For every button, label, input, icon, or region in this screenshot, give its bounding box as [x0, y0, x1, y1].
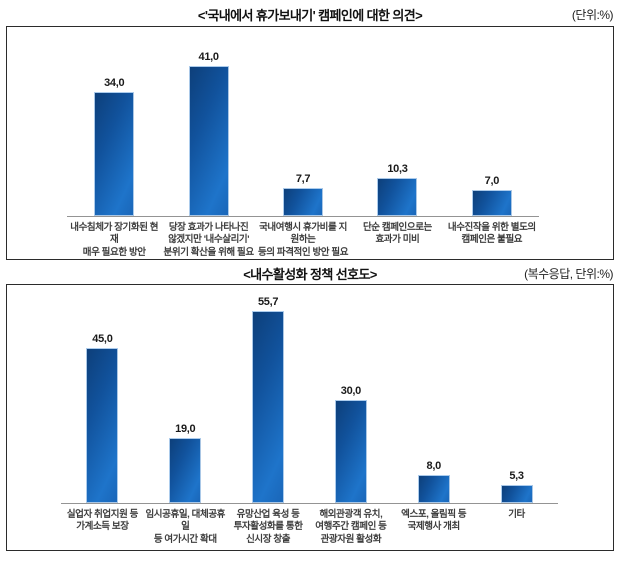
chart1-panel: 34,0 41,0 7,7 10,3 7,0 내수침체가 장기화된 현재 매우 필요한 방…: [6, 26, 614, 260]
bars-row: 34,0 41,0 7,7 10,3 7,0: [67, 27, 539, 217]
bar-value-label: 5,3: [509, 470, 524, 482]
bar-column: 45,0: [61, 334, 144, 503]
chart2-unit-note: (복수응답, 단위:%): [524, 267, 613, 281]
bar-column: 19,0: [144, 424, 227, 503]
bar: [417, 475, 450, 503]
bar-column: 10,3: [350, 164, 444, 216]
bar-column: 5,3: [475, 471, 558, 503]
bar: [188, 66, 229, 216]
bar-column: 41,0: [161, 52, 255, 216]
bar: [334, 400, 367, 503]
bar: [377, 178, 418, 216]
bar-value-label: 8,0: [426, 460, 442, 472]
chart2-panel: 45,0 19,0 55,7 30,0 8,0 5,3 실업자 취업지원 등 가계소득 보장…: [6, 284, 614, 551]
labels-row: 실업자 취업지원 등 가계소득 보장 임시공휴일, 대체공휴일 등 여가시간 확대 유망…: [61, 509, 558, 546]
bar: [283, 188, 324, 216]
bar-column: 8,0: [392, 461, 475, 503]
category-label: 기타: [508, 509, 525, 520]
bar-column: 34,0: [67, 78, 161, 216]
bar-value-label: 34,0: [104, 77, 125, 89]
chart1-title: <'국내에서 휴가보내기' 캠페인에 대한 의견>: [197, 8, 423, 23]
category-label: 실업자 취업지원 등 가계소득 보장: [66, 509, 139, 533]
category-label: 엑스포, 올림픽 등 국제행사 개최: [401, 509, 467, 533]
bar-column: 7,7: [256, 174, 350, 216]
bar: [169, 438, 202, 503]
bar: [86, 348, 119, 503]
bar-column: 7,0: [445, 176, 539, 216]
bar: [471, 190, 512, 216]
category-label: 내수침체가 장기화된 현재 매우 필요한 방안: [70, 222, 159, 258]
bar: [252, 311, 285, 503]
category-label: 국내여행시 휴가비를 지원하는 등의 파격적인 방안 필요: [257, 222, 349, 258]
bar-value-label: 45,0: [92, 333, 113, 345]
bars-row: 45,0 19,0 55,7 30,0 8,0 5,3: [61, 285, 558, 504]
bar: [94, 92, 135, 216]
chart1-header: <'국내에서 휴가보내기' 캠페인에 대한 의견> (단위:%): [0, 0, 620, 26]
labels-row: 내수침체가 장기화된 현재 매우 필요한 방안 당장 효과가 나타나진 않겠지만 '내…: [67, 222, 539, 259]
chart1-unit-note: (단위:%): [571, 8, 614, 22]
bar-value-label: 7,7: [295, 173, 311, 185]
category-label: 당장 효과가 나타나진 않겠지만 '내수살리기' 분위기 확산을 위해 필요: [163, 222, 255, 258]
bar-value-label: 55,7: [257, 296, 279, 308]
category-label: 유망산업 육성 등 투자활성화를 통한 신시장 창출: [233, 509, 303, 545]
bar-value-label: 10,3: [387, 163, 408, 175]
bar-column: 55,7: [227, 297, 310, 503]
category-label: 임시공휴일, 대체공휴일 등 여가시간 확대: [145, 509, 226, 545]
chart2-title: <내수활성화 정책 선호도>: [243, 267, 377, 282]
bar-value-label: 41,0: [198, 51, 220, 63]
bar-value-label: 19,0: [175, 423, 196, 435]
bar-value-label: 30,0: [340, 385, 362, 397]
bar-column: 30,0: [309, 386, 392, 503]
chart2-header: <내수활성화 정책 선호도> (복수응답, 단위:%): [0, 260, 620, 284]
category-label: 해외관광객 유치, 여행주간 캠페인 등 관광자원 활성화: [315, 509, 387, 545]
category-label: 내수진작을 위한 별도의 캠페인은 불필요: [447, 222, 536, 246]
category-label: 단순 캠페인으로는 효과가 미비: [362, 222, 432, 246]
bar: [500, 485, 533, 503]
bar-value-label: 7,0: [484, 175, 500, 187]
